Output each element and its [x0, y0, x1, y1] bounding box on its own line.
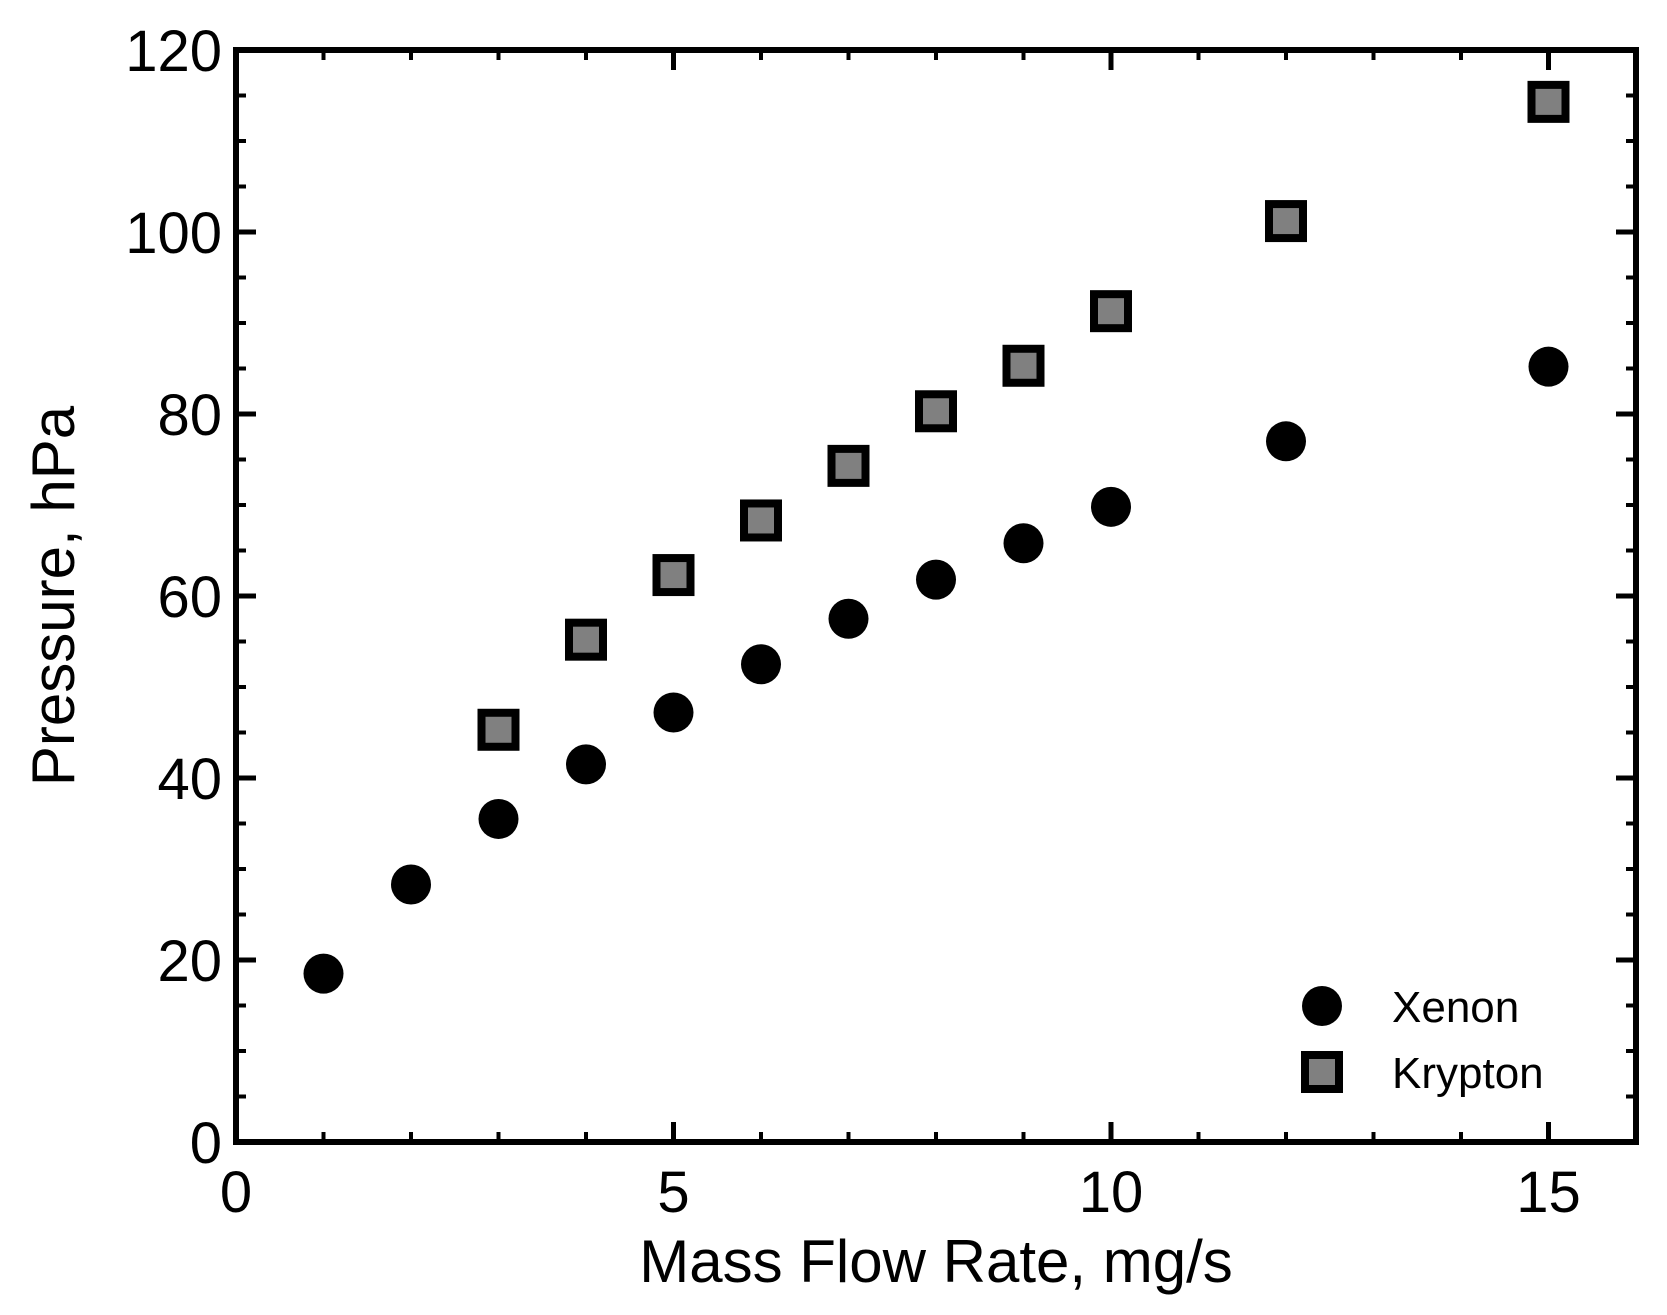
xenon-point	[828, 598, 869, 639]
y-tick-label: 80	[157, 383, 222, 448]
xenon-point	[303, 953, 344, 994]
x-axis-title: Mass Flow Rate, mg/s	[639, 1228, 1232, 1295]
xenon-point	[478, 798, 519, 839]
xenon-point	[1003, 523, 1044, 564]
krypton-point	[915, 390, 957, 433]
xenon-point	[1528, 346, 1569, 387]
y-tick-label: 0	[190, 1111, 222, 1176]
xenon-point	[1091, 486, 1131, 527]
xenon-point	[916, 559, 956, 600]
legend-label-xenon: Xenon	[1392, 983, 1519, 1032]
series-xenon	[303, 346, 1569, 994]
legend-item-krypton: Krypton	[1301, 1049, 1544, 1098]
legend-item-xenon: Xenon	[1302, 983, 1519, 1032]
series-krypton	[477, 80, 1570, 751]
y-axis-title: Pressure, hPa	[20, 405, 87, 786]
legend-label-krypton: Krypton	[1392, 1049, 1544, 1098]
krypton-point	[1090, 290, 1132, 333]
krypton-point	[1002, 344, 1045, 387]
x-tick-label: 10	[1079, 1160, 1144, 1225]
x-tick-label: 5	[657, 1160, 689, 1225]
xenon-point	[741, 644, 781, 685]
series-layer	[303, 80, 1570, 994]
xenon-point	[566, 744, 606, 785]
legend-marker-xenon	[1302, 986, 1342, 1026]
xenon-point	[653, 692, 694, 733]
plot-frame	[233, 47, 1639, 1145]
legend: Xenon Krypton	[1301, 983, 1544, 1098]
krypton-point	[565, 618, 607, 661]
legend-marker-krypton	[1301, 1051, 1343, 1093]
y-tick-label: 20	[157, 929, 222, 994]
x-tick-label: 15	[1516, 1160, 1581, 1225]
xenon-point	[1266, 421, 1306, 462]
y-tick-label: 100	[125, 201, 222, 266]
xenon-point	[391, 864, 431, 905]
x-tick-labels: 0 5 10 15	[220, 1160, 1581, 1225]
krypton-point	[652, 554, 695, 597]
krypton-point	[740, 499, 782, 542]
krypton-point	[1527, 80, 1570, 123]
krypton-point	[827, 444, 870, 487]
krypton-point	[1265, 200, 1307, 243]
y-tick-label: 40	[157, 747, 222, 812]
y-tick-labels: 0 20 40 60 80 100 120	[125, 19, 222, 1176]
krypton-point	[477, 708, 520, 751]
y-tick-label: 60	[157, 565, 222, 630]
y-tick-label: 120	[125, 19, 222, 84]
x-tick-label: 0	[220, 1160, 252, 1225]
